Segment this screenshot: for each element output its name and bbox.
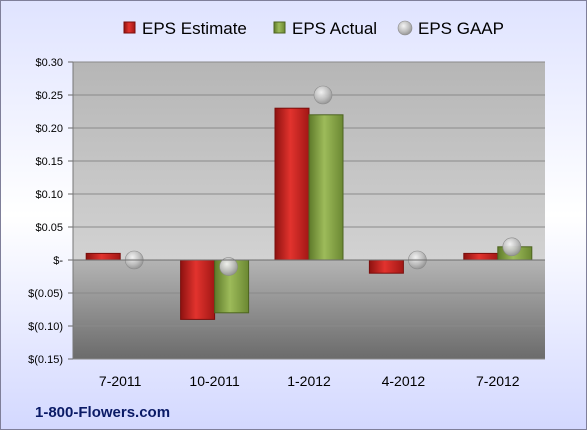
legend-eps-actual-swatch: [273, 21, 286, 34]
legend-eps-gaap: EPS GAAP: [397, 19, 504, 38]
legend-eps-actual-label: EPS Actual: [292, 19, 377, 38]
legend-eps-gaap-swatch: [397, 20, 413, 36]
bar-eps-estimate: [368, 259, 404, 274]
legend-eps-actual: EPS Actual: [273, 19, 377, 38]
legend: EPS Estimate EPS Actual EPS GAAP: [123, 19, 504, 38]
x-axis: 7-2011 10-2011 1-2012 4-2012 7-2012: [99, 373, 520, 389]
y-tick-label: $0.15: [35, 156, 63, 168]
y-tick-label: $0.25: [35, 90, 63, 102]
y-tick-label: $(0.15): [28, 354, 63, 366]
bar-eps-estimate: [463, 252, 499, 261]
y-tick-label: $0.05: [35, 222, 63, 234]
marker-eps-gaap: [313, 85, 333, 105]
bar-eps-actual: [308, 114, 344, 261]
x-tick-label: 10-2011: [189, 373, 240, 389]
x-tick-label: 1-2012: [287, 373, 331, 389]
y-tick-label: $(0.05): [28, 288, 63, 300]
x-tick-label: 4-2012: [382, 373, 426, 389]
x-tick-label: 7-2011: [99, 373, 142, 389]
y-tick-label: $0.30: [35, 57, 63, 69]
plot-bg-negative: [73, 260, 545, 359]
y-tick-label: $0.10: [35, 189, 63, 201]
legend-eps-estimate-label: EPS Estimate: [142, 19, 247, 38]
legend-eps-estimate-swatch: [123, 21, 136, 34]
bar-eps-estimate: [274, 107, 310, 261]
bar-eps-estimate: [180, 259, 216, 320]
y-axis: $0.30 $0.25 $0.20 $0.15 $0.10 $0.05 $- $(0.05) $…: [28, 57, 74, 366]
plot-area: [73, 61, 545, 360]
y-tick-label: $0.20: [35, 123, 63, 135]
y-tick-label: $-: [53, 255, 63, 267]
y-tick-label: $(0.10): [28, 321, 63, 333]
x-tick-label: 7-2012: [476, 373, 520, 389]
brand-label: 1-800-Flowers.com: [35, 404, 170, 421]
legend-eps-gaap-label: EPS GAAP: [418, 19, 504, 38]
legend-eps-estimate: EPS Estimate: [123, 19, 247, 38]
bar-eps-estimate: [85, 252, 121, 261]
marker-eps-gaap: [502, 237, 522, 257]
marker-eps-gaap: [219, 257, 238, 276]
